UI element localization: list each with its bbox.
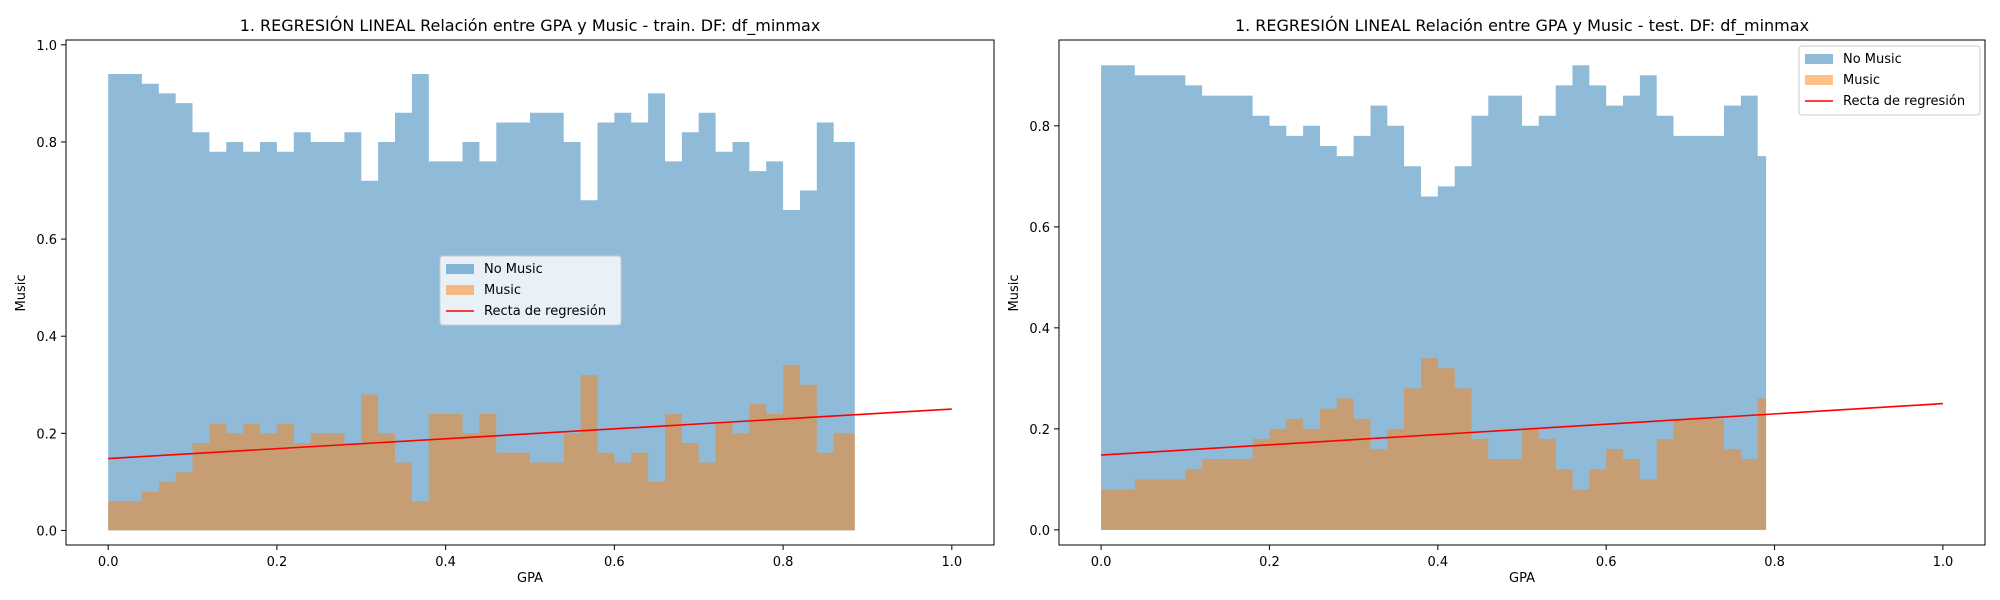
y-axis-ticks: 0.0 0.2 0.4 0.6 0.8	[1029, 120, 1059, 539]
y-tick-label: 0.0	[1029, 524, 1050, 539]
train-chart: 1. REGRESIÓN LINEAL Relación entre GPA y…	[14, 16, 995, 586]
x-tick-label: 0.8	[1764, 555, 1785, 570]
area-series-music	[108, 365, 855, 531]
chart-title: 1. REGRESIÓN LINEAL Relación entre GPA y…	[1235, 16, 1809, 36]
y-tick-label: 0.4	[1029, 322, 1050, 337]
legend-label-no-music: No Music	[1843, 52, 1902, 67]
legend-swatch-music	[446, 285, 474, 295]
y-tick-label: 0.0	[36, 524, 57, 539]
area-series-music	[1101, 348, 1767, 530]
x-tick-label: 0.6	[1596, 555, 1617, 570]
x-tick-label: 0.2	[267, 555, 288, 570]
y-axis-label: Music	[1007, 275, 1022, 312]
regression-layer	[1101, 402, 1943, 456]
legend-label-no-music: No Music	[484, 262, 543, 277]
legend-swatch-no-music	[446, 264, 474, 274]
y-tick-label: 0.8	[1029, 120, 1050, 135]
x-tick-label: 0.0	[1091, 555, 1112, 570]
legend-label-regression: Recta de regresión	[484, 304, 606, 319]
area-series-no-music	[1101, 65, 1767, 530]
plot-frame	[65, 39, 995, 546]
legend-label-music: Music	[1843, 73, 1880, 88]
plot-frame	[1058, 39, 1986, 546]
y-tick-label: 0.6	[36, 233, 57, 248]
x-axis-ticks: 0.0 0.2 0.4 0.6 0.8 1.0	[98, 545, 962, 570]
y-tick-label: 0.8	[36, 136, 57, 151]
x-tick-label: 0.8	[773, 555, 794, 570]
y-axis-ticks: 0.0 0.2 0.4 0.6 0.8 1.0	[36, 39, 66, 539]
x-tick-label: 0.0	[98, 555, 119, 570]
y-tick-label: 0.2	[1029, 423, 1050, 438]
regression-line	[1101, 402, 1943, 456]
y-tick-label: 0.2	[36, 427, 57, 442]
legend-label-regression: Recta de regresión	[1843, 94, 1965, 109]
legend-box	[439, 255, 622, 326]
regression-layer	[108, 408, 952, 460]
x-tick-label: 1.0	[941, 555, 962, 570]
x-tick-label: 1.0	[1933, 555, 1954, 570]
y-tick-label: 0.4	[36, 330, 57, 345]
regression-line	[108, 408, 952, 460]
legend-swatch-music	[1805, 75, 1833, 85]
y-axis-label: Music	[14, 275, 29, 312]
x-tick-label: 0.6	[604, 555, 625, 570]
plot-area	[1101, 65, 1767, 530]
x-axis-label: GPA	[1509, 571, 1535, 586]
test-chart: 1. REGRESIÓN LINEAL Relación entre GPA y…	[1007, 16, 1986, 586]
x-axis-ticks: 0.0 0.2 0.4 0.6 0.8 1.0	[1091, 545, 1954, 570]
x-tick-label: 0.2	[1259, 555, 1280, 570]
y-tick-label: 0.6	[1029, 221, 1050, 236]
legend-swatch-no-music	[1805, 54, 1833, 64]
x-tick-label: 0.4	[1427, 555, 1448, 570]
y-tick-label: 1.0	[36, 39, 57, 54]
legend-box	[1798, 45, 1981, 116]
legend: No Music Music Recta de regresión	[439, 255, 622, 326]
x-axis-label: GPA	[517, 571, 543, 586]
chart-title: 1. REGRESIÓN LINEAL Relación entre GPA y…	[240, 16, 821, 36]
legend: No Music Music Recta de regresión	[1798, 45, 1981, 116]
legend-label-music: Music	[484, 283, 521, 298]
x-tick-label: 0.4	[435, 555, 456, 570]
